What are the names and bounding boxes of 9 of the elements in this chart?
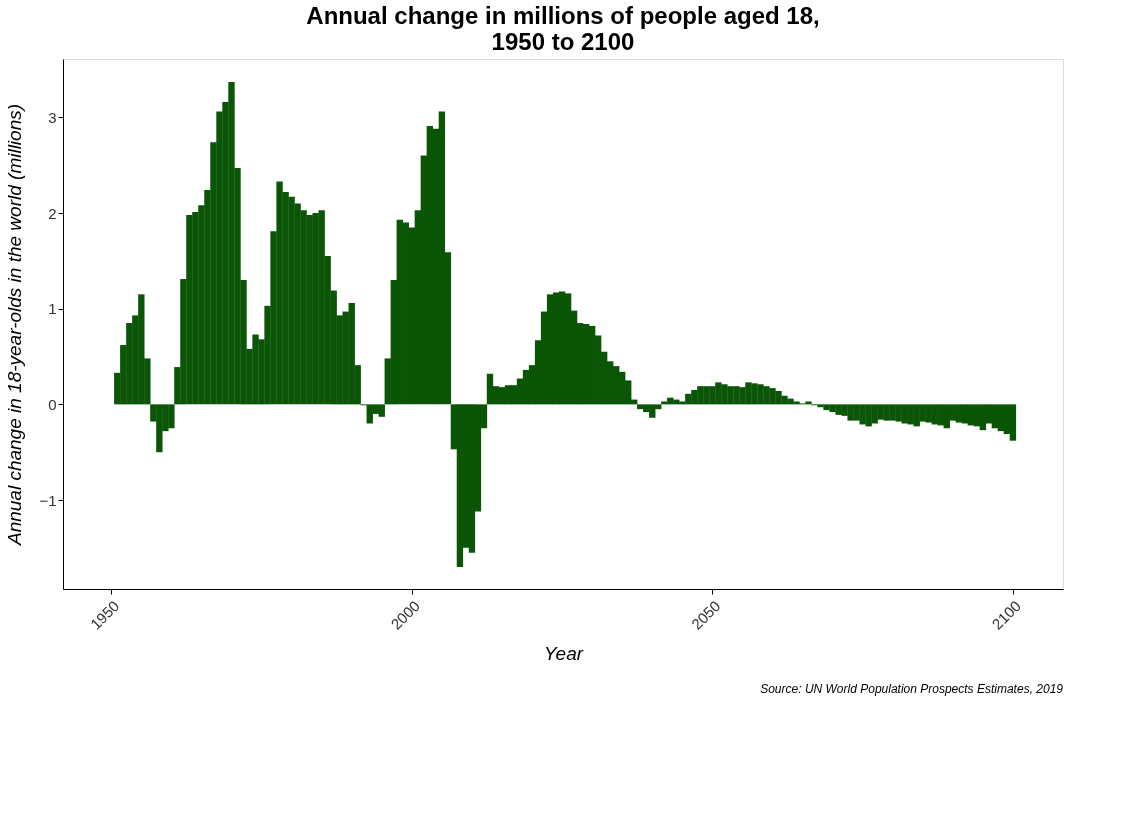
y-axis-title: Annual change in 18-year-olds in the world (millions) bbox=[4, 103, 26, 547]
y-tick-label: 3 bbox=[48, 108, 57, 126]
y-tick-label: 0 bbox=[48, 395, 57, 413]
y-tick-label: 1 bbox=[48, 300, 57, 318]
chart-title: Annual change in millions of people aged 18, 1950 to 2100 bbox=[306, 2, 820, 55]
source-note: Source: UN World Population Prospects Estimates, 2019 bbox=[760, 682, 1064, 696]
x-axis-title: Year bbox=[543, 642, 584, 664]
y-tick-label: 2 bbox=[48, 204, 57, 222]
y-tick-label: −1 bbox=[39, 491, 57, 509]
